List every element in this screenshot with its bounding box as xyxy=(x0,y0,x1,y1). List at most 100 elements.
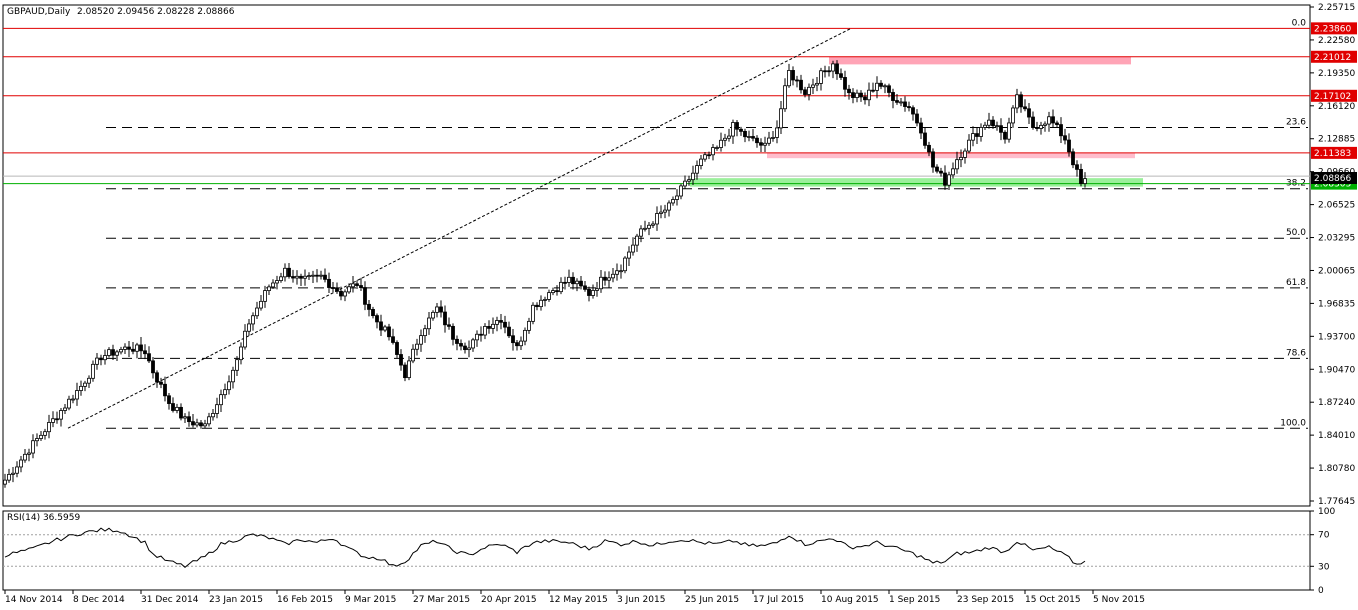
price-tag xyxy=(1311,89,1357,102)
candle-body xyxy=(79,385,83,391)
candle-body xyxy=(271,282,275,288)
candle-body xyxy=(183,416,187,419)
candle-body xyxy=(1059,124,1063,137)
x-axis: 14 Nov 2014 8 Dec 2014 31 Dec 2014 23 Jan 2… xyxy=(4,590,1145,605)
candle-body xyxy=(667,202,671,211)
candle-body xyxy=(171,403,175,411)
rsi-y-tick-label: 0 xyxy=(1318,586,1324,596)
candle-body xyxy=(367,303,371,310)
x-tick-label: 23 Jan 2015 xyxy=(209,595,263,605)
candle-body xyxy=(455,338,459,344)
fib-level-label: 23.6 xyxy=(1286,117,1306,127)
candle-body xyxy=(59,410,63,420)
candle-body xyxy=(451,325,455,340)
candle-body xyxy=(727,135,731,139)
candle-body xyxy=(287,267,291,277)
fib-level-label: 100.0 xyxy=(1280,418,1306,428)
candle-body xyxy=(127,346,131,350)
price-tag-label: 2.21012 xyxy=(1314,53,1351,63)
candle-body xyxy=(551,290,555,294)
candle-body xyxy=(95,357,99,365)
rsi-series-line xyxy=(4,527,1086,568)
candle-body xyxy=(491,323,495,329)
candle-body xyxy=(463,345,467,351)
candle-body xyxy=(915,113,919,124)
candle-body xyxy=(771,137,775,139)
candle-body xyxy=(383,326,387,331)
candle-body xyxy=(803,89,807,95)
candle-body xyxy=(715,147,719,149)
price-tag xyxy=(1311,22,1357,35)
candle-body xyxy=(967,139,971,152)
candle-body xyxy=(859,92,863,98)
y-tick-label: 1.90470 xyxy=(1318,365,1355,375)
candle-body xyxy=(439,306,443,313)
candle-body xyxy=(815,82,819,86)
candle-body xyxy=(267,286,271,291)
y-tick-label: 1.93700 xyxy=(1318,332,1355,342)
candle-body xyxy=(847,88,851,94)
candle-body xyxy=(415,343,419,350)
candle-body xyxy=(811,84,815,88)
candle-body xyxy=(931,151,935,168)
candle-body xyxy=(379,321,383,331)
candle-body xyxy=(279,276,283,281)
header-ohlc: 2.08520 2.09456 2.08228 2.08866 xyxy=(77,7,235,17)
candle-body xyxy=(651,223,655,226)
y-tick-label: 1.87240 xyxy=(1318,398,1355,408)
candle-body xyxy=(607,277,611,281)
candle-body xyxy=(143,350,147,355)
rsi-y-tick-label: 70 xyxy=(1318,531,1330,541)
candle-body xyxy=(535,304,539,308)
candle-body xyxy=(315,274,319,277)
price-zone xyxy=(690,178,1143,187)
candle-body xyxy=(947,174,951,186)
candle-body xyxy=(459,343,463,347)
candle-body xyxy=(223,389,227,396)
candle-body xyxy=(739,128,743,132)
candle-body xyxy=(443,311,447,326)
candle-body xyxy=(707,154,711,157)
candle-body xyxy=(611,273,615,279)
candle-body xyxy=(47,422,51,433)
candle-body xyxy=(1071,151,1075,166)
candle-body xyxy=(767,137,771,144)
candle-body xyxy=(571,276,575,285)
candle-body xyxy=(351,283,355,288)
candle-body xyxy=(755,137,759,144)
candle-body xyxy=(71,398,75,401)
x-tick-label: 31 Dec 2014 xyxy=(141,595,199,605)
candle-body xyxy=(759,142,763,146)
candle-body xyxy=(387,326,391,338)
candle-body xyxy=(399,354,403,366)
candle-body xyxy=(939,170,943,174)
candle-body xyxy=(139,344,143,352)
candle-body xyxy=(131,348,135,352)
candle-body xyxy=(791,70,795,81)
y-tick-label: 1.77645 xyxy=(1318,497,1355,507)
candle-body xyxy=(1023,106,1027,110)
x-tick-label: 3 Jun 2015 xyxy=(617,595,665,605)
candle-body xyxy=(119,349,123,353)
candle-body xyxy=(731,122,735,137)
candle-body xyxy=(1003,131,1007,140)
x-tick-label: 23 Sep 2015 xyxy=(957,595,1014,605)
candle-body xyxy=(1015,94,1019,109)
x-tick-label: 10 Aug 2015 xyxy=(821,595,879,605)
candle-body xyxy=(719,139,723,148)
candle-body xyxy=(179,406,183,419)
candle-body xyxy=(883,85,887,88)
candle-body xyxy=(1047,116,1051,125)
candle-body xyxy=(875,82,879,91)
fib-level-label: 78.6 xyxy=(1286,348,1306,358)
candle-body xyxy=(555,290,559,293)
candle-body xyxy=(695,165,699,174)
candle-body xyxy=(423,328,427,337)
x-tick-label: 9 Mar 2015 xyxy=(345,595,396,605)
candle-body xyxy=(519,340,523,347)
candle-body xyxy=(1051,116,1055,124)
candle-body xyxy=(995,125,999,128)
